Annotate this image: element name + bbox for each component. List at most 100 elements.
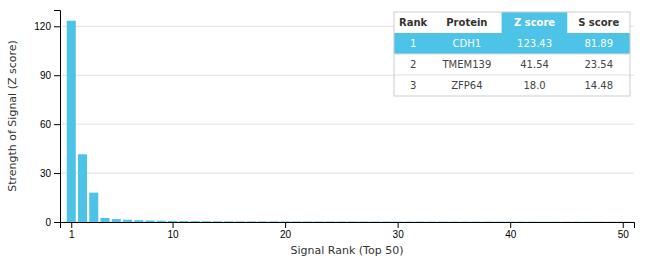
table-header: Z score xyxy=(514,17,555,28)
x-tick-mark xyxy=(285,222,286,228)
x-tick: 50 xyxy=(618,222,630,240)
y-tick-mark xyxy=(54,26,60,27)
table-separator xyxy=(394,54,630,55)
table-cell: ZFP64 xyxy=(451,80,482,91)
table-cell: 14.48 xyxy=(584,80,613,91)
bar xyxy=(416,221,425,222)
bar xyxy=(269,221,278,222)
bar xyxy=(224,221,233,222)
x-axis: 1 10 20 30 40 50 xyxy=(61,222,635,240)
y-tick-label: 0 xyxy=(45,217,51,228)
x-tick: 10 xyxy=(167,222,179,240)
table-cell: 123.43 xyxy=(517,38,552,49)
bar xyxy=(134,220,143,222)
y-tick: 120 xyxy=(34,21,60,32)
y-tick-label: 90 xyxy=(40,70,52,81)
bar xyxy=(202,221,211,222)
bar xyxy=(67,21,76,222)
bar xyxy=(584,221,593,222)
y-axis-line xyxy=(54,11,61,223)
bar xyxy=(236,221,245,222)
y-tick-label: 120 xyxy=(34,21,51,32)
table-cell: 23.54 xyxy=(584,59,613,70)
table-header: Rank xyxy=(399,17,428,28)
bar xyxy=(596,221,605,222)
table-header-cell xyxy=(502,12,568,33)
bar xyxy=(213,221,222,222)
table-header: Protein xyxy=(446,17,487,28)
table-cell: 18.0 xyxy=(523,80,545,91)
table-row xyxy=(394,33,630,54)
table-cell: 3 xyxy=(410,80,416,91)
x-axis-line xyxy=(61,223,635,229)
chart: 1 10 20 30 40 50 0 30 60 90 120 Signal Rank (Top 50… xyxy=(0,0,650,262)
grid xyxy=(60,26,634,222)
x-axis-title: Signal Rank (Top 50) xyxy=(291,244,404,257)
bar xyxy=(404,221,413,222)
bar xyxy=(618,221,627,222)
x-tick: 30 xyxy=(393,222,405,240)
table: RankProteinZ scoreS score1CDH1123.4381.8… xyxy=(394,12,630,96)
bar xyxy=(472,221,481,222)
bar xyxy=(393,221,402,222)
x-tick: 1 xyxy=(69,222,75,240)
table-cell: CDH1 xyxy=(453,38,482,49)
y-tick-label: 30 xyxy=(40,168,52,179)
bar xyxy=(157,221,166,222)
plot: 1 10 20 30 40 50 0 30 60 90 120 xyxy=(34,11,634,241)
y-tick-label: 60 xyxy=(40,119,52,130)
x-tick-label: 50 xyxy=(618,229,630,240)
bar xyxy=(123,220,132,222)
bar xyxy=(281,221,290,222)
x-tick-label: 20 xyxy=(280,229,292,240)
bar xyxy=(112,219,121,222)
bar xyxy=(427,221,436,222)
table-cell: 81.89 xyxy=(584,38,613,49)
bar xyxy=(539,221,548,222)
x-tick-mark xyxy=(623,222,624,228)
table-separator xyxy=(394,75,630,76)
bar xyxy=(258,221,267,222)
x-tick-label: 30 xyxy=(393,229,405,240)
bar xyxy=(359,221,368,222)
x-tick-label: 1 xyxy=(69,229,75,240)
x-tick-mark xyxy=(398,222,399,228)
bar xyxy=(292,221,301,222)
bar xyxy=(438,221,447,222)
bar xyxy=(528,221,537,222)
bar xyxy=(89,193,98,222)
y-tick: 90 xyxy=(40,70,60,81)
y-tick-mark xyxy=(54,124,60,125)
bar xyxy=(314,221,323,222)
bar xyxy=(573,221,582,222)
table-cell: 2 xyxy=(410,59,416,70)
table-row xyxy=(394,54,630,75)
y-axis: 0 30 60 90 120 xyxy=(34,11,60,228)
bar xyxy=(326,221,335,222)
bar xyxy=(551,221,560,222)
bar xyxy=(517,221,526,222)
y-tick-mark xyxy=(54,75,60,76)
y-axis-title: Strength of Signal (Z score) xyxy=(6,40,19,192)
grid-line xyxy=(60,124,634,125)
bar xyxy=(449,221,458,222)
bar xyxy=(303,221,312,222)
bar xyxy=(371,221,380,222)
table-border xyxy=(394,12,630,96)
bar xyxy=(146,221,155,222)
x-tick-label: 40 xyxy=(505,229,517,240)
table-row xyxy=(394,75,630,96)
grid-line xyxy=(60,173,634,174)
bar xyxy=(348,221,357,222)
y-tick-mark xyxy=(54,173,60,174)
bar xyxy=(506,221,515,222)
x-tick-mark xyxy=(71,222,72,228)
bar xyxy=(607,221,616,222)
table-cell: 41.54 xyxy=(520,59,549,70)
y-tick-mark xyxy=(54,222,60,223)
bar xyxy=(78,154,87,222)
table-header-cell xyxy=(568,12,630,33)
bar xyxy=(191,221,200,222)
bar xyxy=(494,221,503,222)
bar xyxy=(382,221,391,222)
